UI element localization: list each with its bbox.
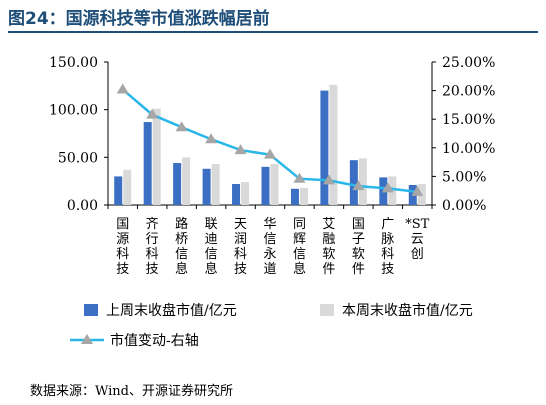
bar-this-week: [241, 182, 250, 205]
bar-last-week: [114, 176, 123, 205]
category-label: *ST 云创: [405, 217, 429, 262]
bar-this-week: [358, 158, 367, 205]
chart-line: [116, 83, 424, 196]
bar-last-week: [232, 184, 241, 205]
bar-this-week: [299, 187, 308, 205]
right-tick-label: 10.00%: [442, 141, 495, 157]
left-tick-label: 100.00: [49, 103, 98, 119]
right-tick-label: 20.00%: [442, 84, 495, 100]
category-label: 艾融软件: [322, 217, 335, 277]
line-marker: [264, 148, 276, 159]
change-line: [121, 88, 418, 194]
legend-swatch-this-week: [320, 304, 334, 316]
category-label: 路桥信息: [175, 216, 188, 277]
line-marker: [411, 185, 424, 196]
category-labels: 国源科技 齐行科技 路桥信息 联迪信息 天润科技 华信永道 同辉信息 艾融软件 国子软件 广脉科技…: [116, 216, 429, 277]
title-rule: [8, 31, 538, 33]
category-label: 华信永道: [263, 217, 276, 277]
bar-last-week: [320, 90, 329, 205]
bar-last-week: [261, 166, 270, 205]
category-label: 天润科技: [234, 217, 247, 277]
legend-marker-change: [81, 334, 93, 344]
line-marker: [234, 144, 247, 155]
line-marker: [352, 180, 365, 191]
bar-this-week: [211, 164, 220, 205]
line-marker: [116, 83, 129, 94]
category-label: 国子软件: [352, 217, 365, 277]
right-tick-label: 0.00%: [442, 198, 486, 214]
bar-last-week: [143, 122, 152, 205]
bar-this-week: [123, 169, 132, 205]
bar-last-week: [349, 160, 358, 205]
source-note: 数据来源：Wind、开源证券研究所: [30, 384, 233, 399]
category-label: 齐行科技: [146, 216, 159, 277]
bar-this-week: [152, 108, 161, 205]
left-tick-label: 50.00: [58, 150, 98, 166]
bar-this-week: [270, 164, 279, 205]
left-tick-label: 150.00: [49, 55, 98, 71]
bar-last-week: [202, 168, 211, 205]
legend-label-this-week: 本周末收盘市值/亿元: [342, 302, 473, 319]
right-tick-label: 15.00%: [442, 112, 495, 128]
chart-title: 图24：国源科技等市值涨跌幅居前: [8, 9, 270, 29]
line-marker: [146, 108, 159, 119]
right-tick-label: 25.00%: [442, 55, 495, 71]
category-label: 联迪信息: [205, 217, 218, 277]
legend-label-last-week: 上周末收盘市值/亿元: [106, 302, 237, 319]
line-marker: [322, 174, 335, 185]
line-marker: [293, 172, 306, 183]
category-label: 同辉信息: [293, 217, 306, 277]
line-marker: [175, 121, 188, 132]
legend-swatch-last-week: [84, 304, 98, 316]
bar-last-week: [290, 188, 299, 205]
line-marker: [205, 133, 218, 144]
category-label: 国源科技: [116, 217, 129, 277]
chart-axes: 0.00 50.00 100.00 150.00 0.00% 5.00% 10.00% 15.…: [49, 55, 495, 214]
bar-last-week: [173, 163, 182, 205]
right-tick-label: 5.00%: [442, 169, 486, 185]
bar-this-week: [182, 157, 191, 205]
left-tick-label: 0.00: [67, 198, 98, 214]
legend-label-change: 市值变动-右轴: [110, 332, 199, 349]
bar-this-week: [329, 84, 338, 205]
category-label: 广脉科技: [381, 217, 394, 277]
line-marker: [381, 182, 394, 193]
